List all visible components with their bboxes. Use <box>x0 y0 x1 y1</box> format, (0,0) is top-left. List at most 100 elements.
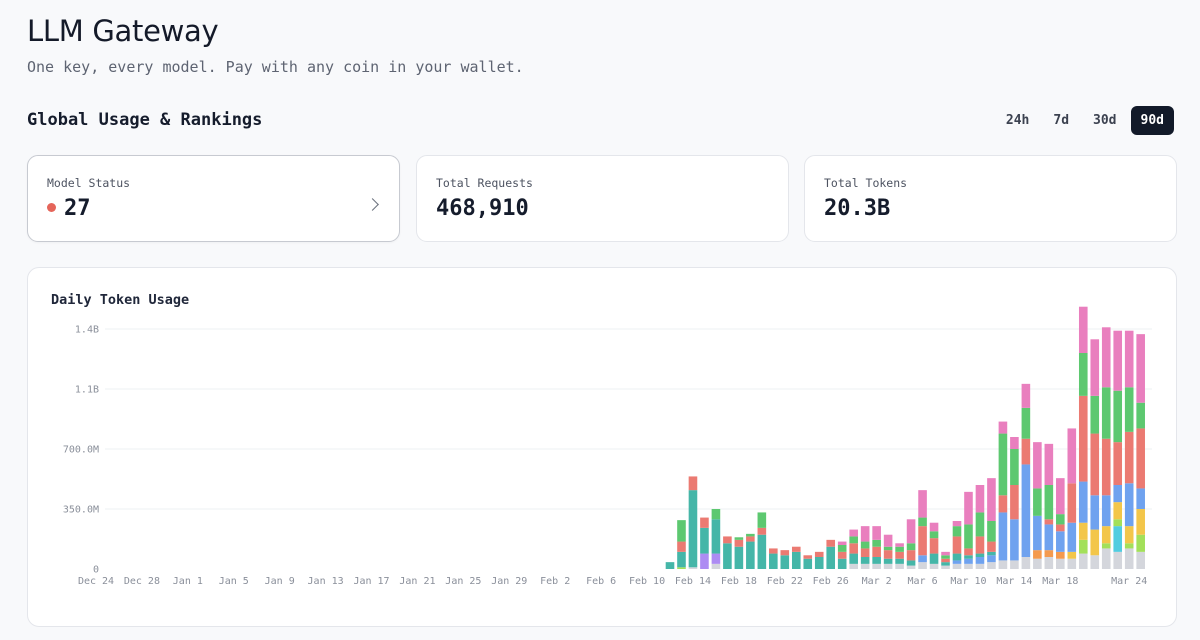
bar-stack[interactable] <box>895 543 904 569</box>
bar-stack[interactable] <box>964 491 973 569</box>
bar-segment <box>688 567 698 569</box>
bar-segment <box>1078 306 1088 353</box>
x-tick-label: Feb 22 <box>767 576 803 587</box>
bar-segment <box>688 476 698 491</box>
bar-segment <box>1136 334 1145 403</box>
bar-segment <box>723 543 732 569</box>
bar-segment <box>941 558 950 563</box>
bar-segment <box>1021 383 1031 408</box>
bar-segment <box>1021 464 1031 557</box>
bar-stack[interactable] <box>757 512 767 569</box>
model-status-card[interactable]: Model Status 27 <box>27 155 400 242</box>
bar-segment <box>1124 431 1134 484</box>
bar-stack[interactable] <box>780 550 790 569</box>
tab-90d[interactable]: 90d <box>1130 106 1174 135</box>
bar-segment <box>688 490 698 568</box>
bar-segment <box>987 541 996 552</box>
bar-stack[interactable] <box>1010 437 1019 569</box>
x-tick-label: Mar 14 <box>996 576 1032 587</box>
bar-stack[interactable] <box>952 521 962 569</box>
bar-segment <box>1056 558 1065 569</box>
bar-segment <box>964 548 973 556</box>
x-tick-label: Jan 5 <box>219 576 249 587</box>
bar-stack[interactable] <box>929 522 939 569</box>
bar-segment <box>1078 553 1088 569</box>
bar-stack[interactable] <box>1101 327 1111 569</box>
bar-segment <box>1113 519 1123 527</box>
y-tick-label: 1.4B <box>75 325 99 336</box>
bar-segment <box>1101 495 1111 527</box>
bar-stack[interactable] <box>1113 330 1123 569</box>
bar-stack[interactable] <box>860 526 870 569</box>
bar-segment <box>975 512 985 537</box>
bar-segment <box>906 565 916 569</box>
bar-segment <box>1021 407 1031 439</box>
bar-segment <box>734 537 744 540</box>
bar-segment <box>895 558 904 564</box>
x-tick-label: Mar 6 <box>908 576 938 587</box>
tab-24h[interactable]: 24h <box>1005 113 1030 128</box>
bar-segment <box>906 560 916 566</box>
bar-stack[interactable] <box>837 541 847 569</box>
bar-stack[interactable] <box>746 533 755 569</box>
bar-segment <box>711 563 721 569</box>
bar-stack[interactable] <box>677 520 686 569</box>
bar-segment <box>849 536 858 544</box>
bar-stack[interactable] <box>769 548 778 569</box>
bar-stack[interactable] <box>826 539 836 569</box>
bar-stack[interactable] <box>849 529 858 569</box>
bar-stack[interactable] <box>1021 383 1031 569</box>
total-tokens-label: Total Tokens <box>824 176 908 190</box>
bar-stack[interactable] <box>803 555 813 569</box>
bar-stack[interactable] <box>734 537 744 569</box>
bar-segment <box>952 526 962 537</box>
tab-30d[interactable]: 30d <box>1093 113 1117 128</box>
bar-segment <box>1136 534 1145 552</box>
bar-segment <box>665 562 675 569</box>
bar-stack[interactable] <box>998 421 1008 569</box>
bar-stack[interactable] <box>665 562 675 569</box>
bar-stack[interactable] <box>918 490 927 569</box>
bar-segment <box>757 512 767 528</box>
bar-segment <box>964 555 973 559</box>
bar-segment <box>1124 330 1134 388</box>
bar-segment <box>895 563 904 569</box>
bar-stack[interactable] <box>1044 443 1054 569</box>
bar-segment <box>883 546 893 551</box>
bar-stack[interactable] <box>700 517 709 569</box>
bar-segment <box>987 562 996 569</box>
bar-stack[interactable] <box>872 526 881 569</box>
bar-segment <box>1044 443 1054 485</box>
bar-segment <box>1124 548 1134 569</box>
bar-segment <box>941 555 950 559</box>
bar-segment <box>791 546 801 552</box>
bar-stack[interactable] <box>1078 306 1088 569</box>
bar-stack[interactable] <box>941 551 950 569</box>
bar-segment <box>860 563 870 569</box>
tab-7d[interactable]: 7d <box>1053 113 1070 128</box>
bar-segment <box>780 550 790 556</box>
bar-stack[interactable] <box>711 509 721 569</box>
bar-segment <box>1056 551 1065 559</box>
bar-stack[interactable] <box>975 485 985 569</box>
bar-stack[interactable] <box>791 546 801 569</box>
bar-segment <box>895 546 904 552</box>
bar-stack[interactable] <box>1067 428 1077 569</box>
bar-stack[interactable] <box>1056 478 1065 569</box>
bar-stack[interactable] <box>883 534 893 569</box>
bar-stack[interactable] <box>723 536 732 569</box>
bar-stack[interactable] <box>1033 442 1042 569</box>
chevron-right-icon <box>366 198 379 211</box>
bar-stack[interactable] <box>987 478 996 569</box>
bar-stack[interactable] <box>1136 334 1145 569</box>
bar-stack[interactable] <box>1124 330 1134 569</box>
bar-stack[interactable] <box>906 519 916 569</box>
bar-segment <box>780 555 790 569</box>
bar-segment <box>837 545 847 552</box>
bar-segment <box>1113 551 1123 569</box>
bar-stack[interactable] <box>688 476 698 569</box>
bar-segment <box>1101 526 1111 544</box>
bar-stack[interactable] <box>1090 339 1100 569</box>
bar-segment <box>1090 395 1100 434</box>
bar-stack[interactable] <box>814 551 824 569</box>
